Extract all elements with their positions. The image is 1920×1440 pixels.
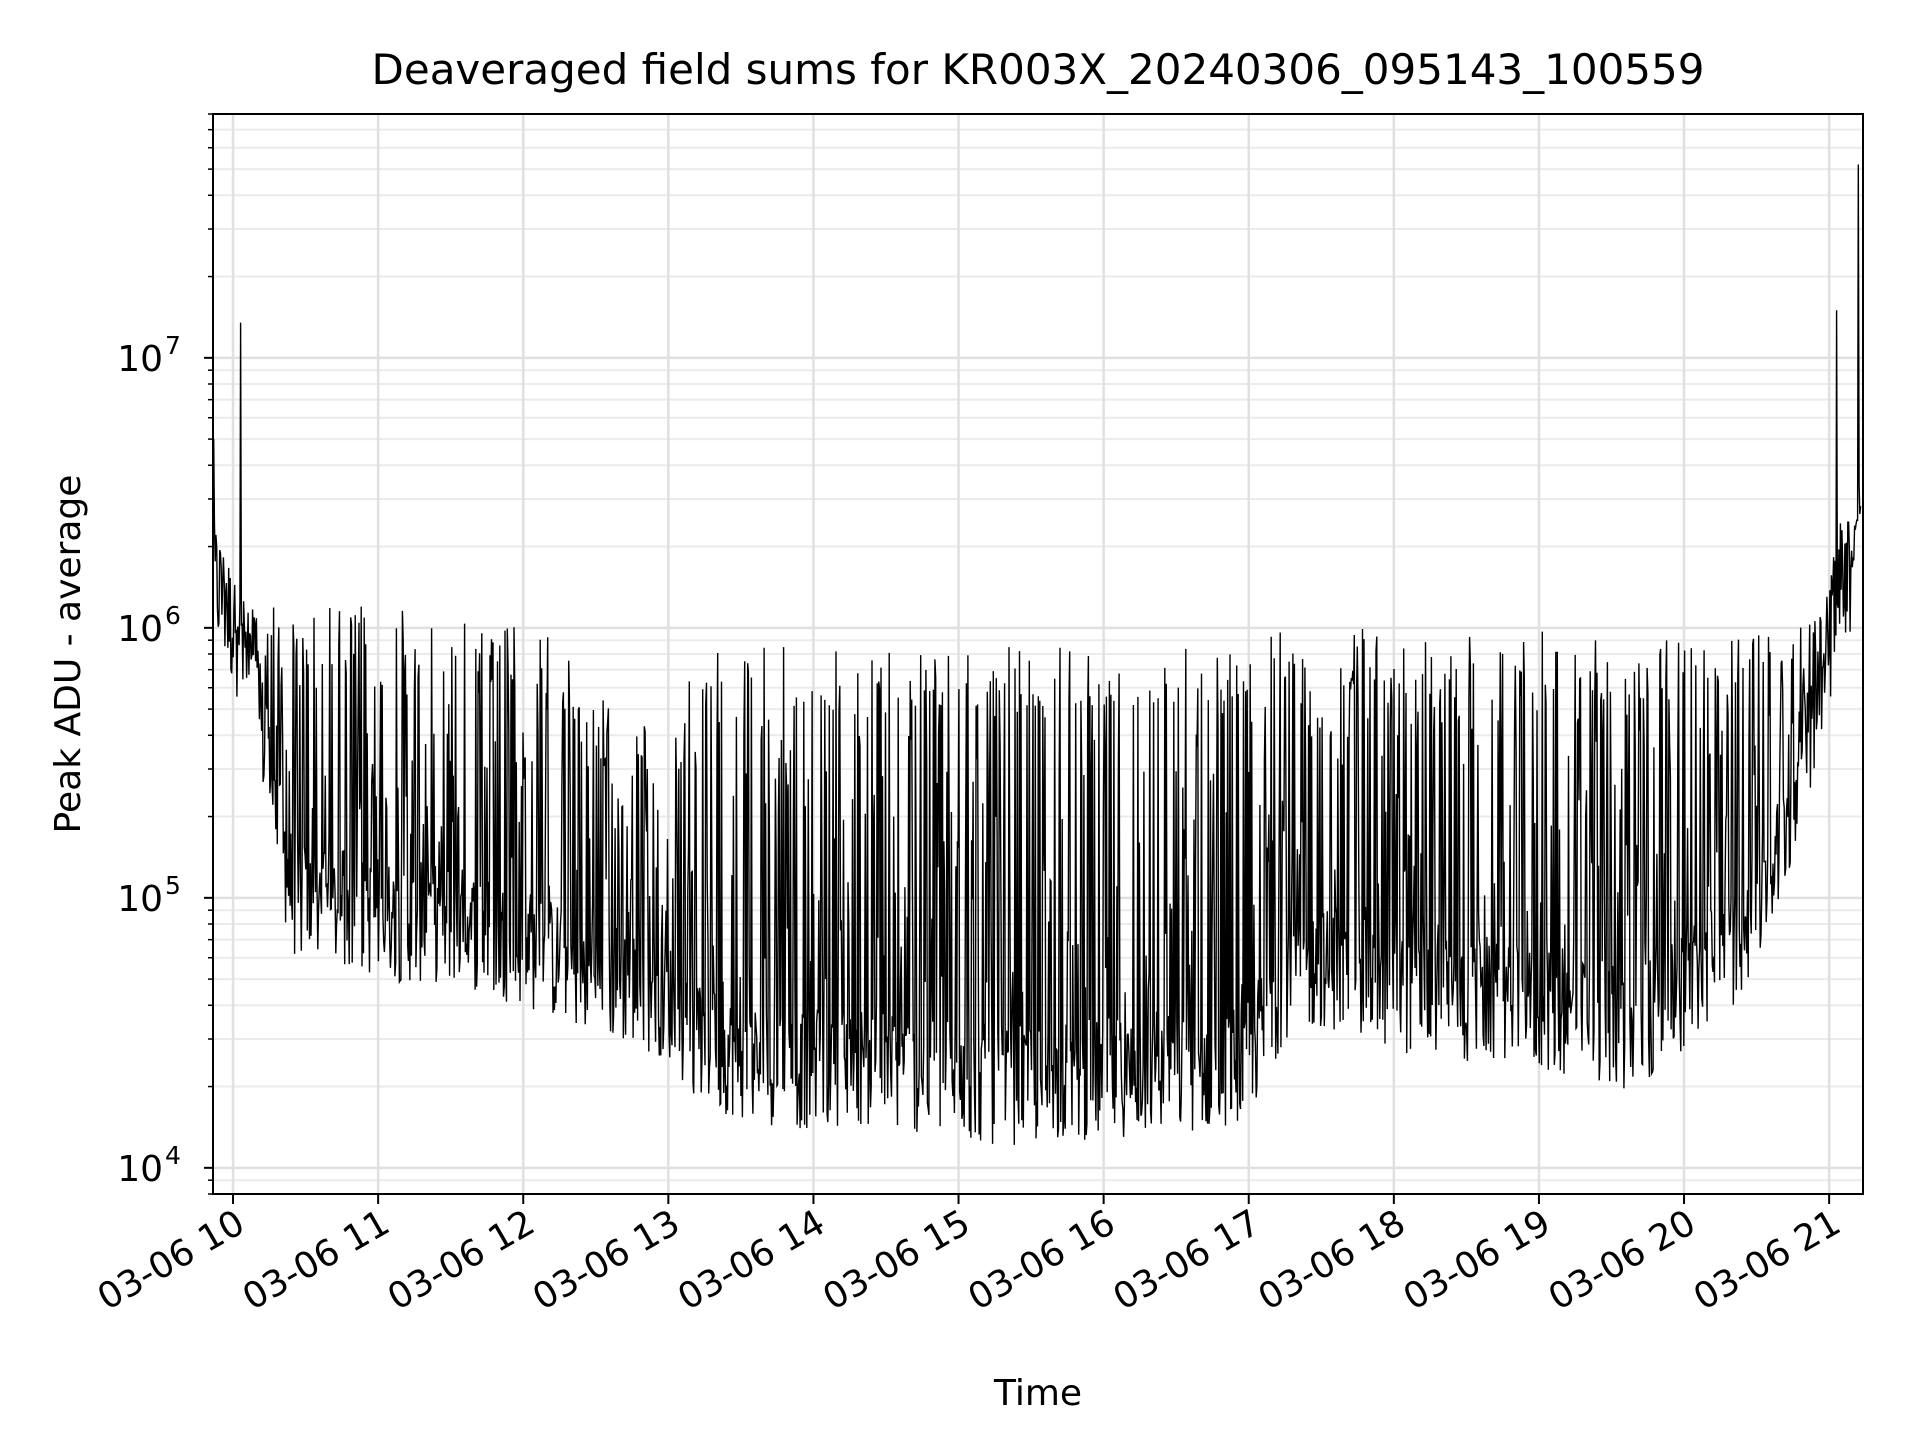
y-tick-label-exponent: 6: [165, 601, 181, 630]
series-layer: [213, 164, 1862, 1145]
series-line: [213, 164, 1862, 1145]
y-tick-label: 10: [117, 879, 163, 920]
y-tick-label: 10: [117, 339, 163, 380]
y-tick-label: 10: [117, 1149, 163, 1190]
y-tick-label-exponent: 4: [165, 1141, 181, 1170]
y-axis-label: Peak ADU - average: [48, 475, 89, 834]
chart-title: Deaveraged field sums for KR003X_2024030…: [372, 45, 1705, 94]
y-tick-label-exponent: 5: [165, 871, 181, 900]
y-tick-label: 10: [117, 609, 163, 650]
y-tick-label-exponent: 7: [165, 331, 181, 360]
x-axis-label: Time: [993, 1373, 1082, 1414]
